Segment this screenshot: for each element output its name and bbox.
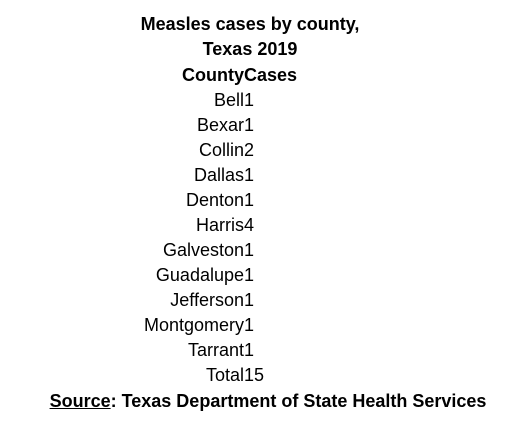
cases-cell: 1 xyxy=(244,165,255,185)
column-header-county: County xyxy=(182,65,244,85)
cases-cell: 2 xyxy=(244,140,255,160)
county-cell: Guadalupe xyxy=(155,265,244,285)
cases-cell: 1 xyxy=(244,265,255,285)
county-cell: Collin xyxy=(198,140,244,160)
source-text: : Texas Department of State Health Servi… xyxy=(110,391,487,411)
table-row: Montgomery 1 xyxy=(0,313,344,338)
table-row: Guadalupe 1 xyxy=(0,263,344,288)
chart-title-line-1: Measles cases by county, xyxy=(140,14,360,34)
county-cell: Harris xyxy=(196,215,244,235)
table-row: Jefferson 1 xyxy=(0,288,344,313)
cases-cell: 1 xyxy=(244,290,255,310)
table-row: Bexar 1 xyxy=(0,113,344,138)
table-row: Tarrant 1 xyxy=(0,338,344,363)
chart-title-line-2: Texas 2019 xyxy=(202,39,298,59)
table-row: Bell 1 xyxy=(0,88,344,113)
table-row: Collin 2 xyxy=(0,138,344,163)
table-row: Denton 1 xyxy=(0,188,344,213)
cases-cell: 1 xyxy=(244,240,255,260)
county-cell: Galveston xyxy=(162,240,244,260)
source-note: Source: Texas Department of State Health… xyxy=(0,390,529,412)
county-cell: Bell xyxy=(213,90,244,110)
county-cell: Jefferson xyxy=(170,290,244,310)
column-header-cases: Cases xyxy=(244,65,298,85)
source-label: Source xyxy=(49,391,111,411)
county-cell: Tarrant xyxy=(187,340,244,360)
table-row: Dallas 1 xyxy=(0,163,344,188)
cases-cell: 1 xyxy=(244,340,255,360)
county-cell: Montgomery xyxy=(143,315,244,335)
table-row: Galveston 1 xyxy=(0,238,344,263)
cases-table: County Cases Bell 1 Bexar 1 Collin 2 Dallas 1 De… xyxy=(0,63,344,388)
county-cell: Total xyxy=(205,365,244,385)
county-cell: Denton xyxy=(185,190,244,210)
cases-cell: 1 xyxy=(244,90,255,110)
table-row: Total 15 xyxy=(0,363,344,388)
table-header-row: County Cases xyxy=(0,63,344,88)
cases-cell: 1 xyxy=(244,190,255,210)
county-cell: Dallas xyxy=(193,165,244,185)
county-cell: Bexar xyxy=(196,115,244,135)
cases-cell: 4 xyxy=(244,215,255,235)
table-row: Harris 4 xyxy=(0,213,344,238)
cases-cell: 1 xyxy=(244,115,255,135)
cases-cell: 15 xyxy=(244,365,265,385)
cases-cell: 1 xyxy=(244,315,255,335)
table-body: Bell 1 Bexar 1 Collin 2 Dallas 1 Denton 1 Harris 4 G… xyxy=(0,88,344,388)
